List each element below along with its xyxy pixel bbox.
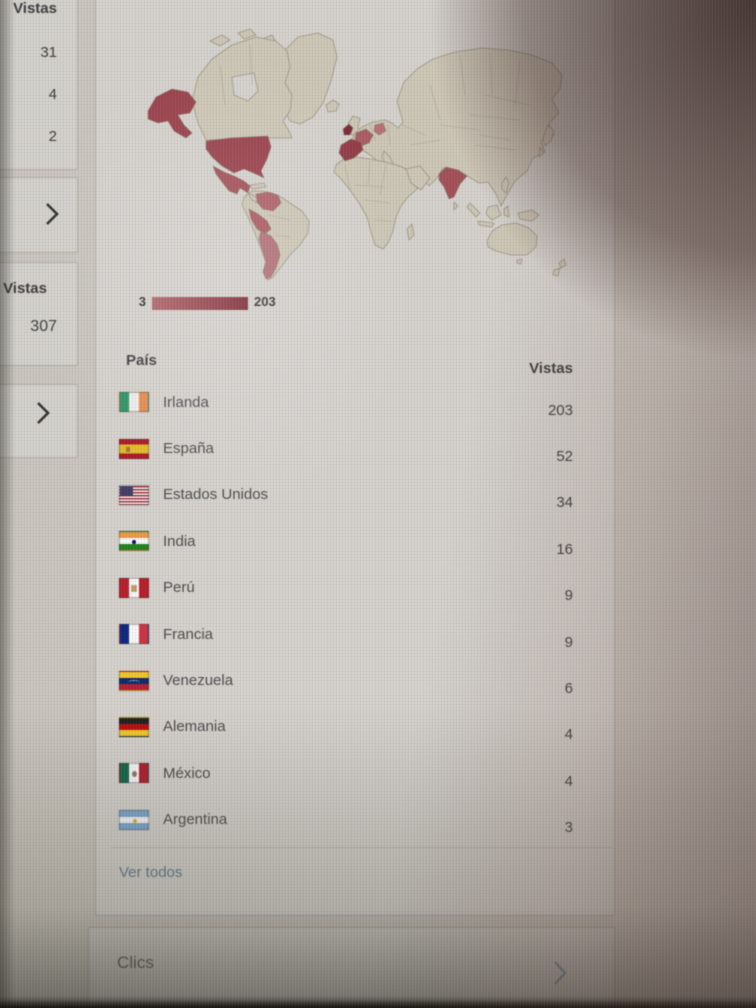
legend-max-value: 203	[254, 294, 276, 309]
country-name: España	[163, 440, 214, 458]
country-views: 3	[564, 819, 573, 837]
sidebar-views-value: 31	[40, 44, 57, 61]
country-name: Alemania	[163, 718, 226, 736]
flag-ireland-icon	[119, 392, 149, 413]
country-name: Perú	[163, 579, 195, 597]
countries-table-body: Irlanda 203 España 52 Estados Unidos 34 India 1…	[119, 379, 573, 843]
country-name: Estados Unidos	[163, 486, 269, 504]
country-name: Francia	[163, 625, 214, 643]
flag-argentina-icon	[119, 809, 149, 830]
sidebar-total-views-panel	[0, 262, 78, 366]
sidebar-total-value: 307	[30, 318, 57, 335]
flag-france-icon	[119, 624, 149, 645]
sidebar-views-header: Vistas	[13, 0, 57, 17]
table-row: Estados Unidos 34	[119, 472, 573, 518]
country-views: 4	[564, 726, 573, 744]
country-views: 4	[564, 772, 573, 790]
country-views: 9	[564, 587, 573, 605]
flag-peru-icon	[119, 577, 149, 598]
map-australia	[486, 222, 538, 256]
country-views: 16	[556, 540, 573, 558]
table-row: India 16	[119, 518, 573, 564]
country-views: 52	[556, 448, 573, 466]
map-alaska	[147, 88, 197, 139]
table-row: Alemania 4	[119, 704, 573, 750]
clicks-card[interactable]	[88, 927, 615, 1008]
sidebar-total-header: Vistas	[3, 280, 47, 297]
table-row: Argentina 3	[119, 797, 573, 843]
view-all-link[interactable]: Ver todos	[119, 864, 183, 881]
world-views-map[interactable]	[140, 25, 580, 285]
column-header-views: Vistas	[529, 360, 573, 377]
country-name: India	[163, 532, 196, 550]
flag-germany-icon	[119, 716, 149, 737]
table-row: España 52	[119, 425, 573, 471]
table-divider	[111, 847, 613, 848]
flag-mexico-icon	[119, 763, 149, 784]
country-name: México	[163, 764, 211, 782]
table-row: México 4	[119, 750, 573, 796]
country-views: 6	[564, 680, 573, 698]
sidebar-next-button-2[interactable]	[31, 400, 55, 426]
column-header-country: País	[126, 352, 157, 369]
flag-india-icon	[119, 531, 149, 552]
clicks-expand-button[interactable]	[548, 957, 572, 989]
chevron-right-icon	[37, 402, 50, 424]
flag-venezuela-icon	[119, 670, 149, 691]
chevron-right-icon	[554, 961, 567, 985]
country-views: 34	[556, 494, 573, 512]
table-row: Francia 9	[119, 611, 573, 657]
table-row: Irlanda 203	[119, 379, 573, 425]
country-name: Irlanda	[163, 393, 209, 411]
flag-usa-icon	[119, 484, 149, 505]
table-row: Perú 9	[119, 565, 573, 611]
sidebar-next-button[interactable]	[40, 201, 64, 227]
sidebar-views-value: 4	[48, 86, 57, 103]
flag-spain-icon	[119, 438, 149, 459]
sidebar-expand-panel-1[interactable]	[0, 177, 78, 253]
sidebar-views-value: 2	[48, 128, 57, 145]
table-row: Venezuela 6	[119, 657, 573, 703]
chevron-right-icon	[46, 203, 59, 225]
country-name: Venezuela	[163, 672, 234, 690]
legend-gradient-bar	[152, 297, 248, 310]
legend-min-value: 3	[138, 294, 146, 309]
country-name: Argentina	[163, 811, 228, 829]
country-views: 203	[547, 401, 573, 419]
clicks-module-title: Clics	[117, 953, 154, 972]
country-views: 9	[564, 633, 573, 651]
